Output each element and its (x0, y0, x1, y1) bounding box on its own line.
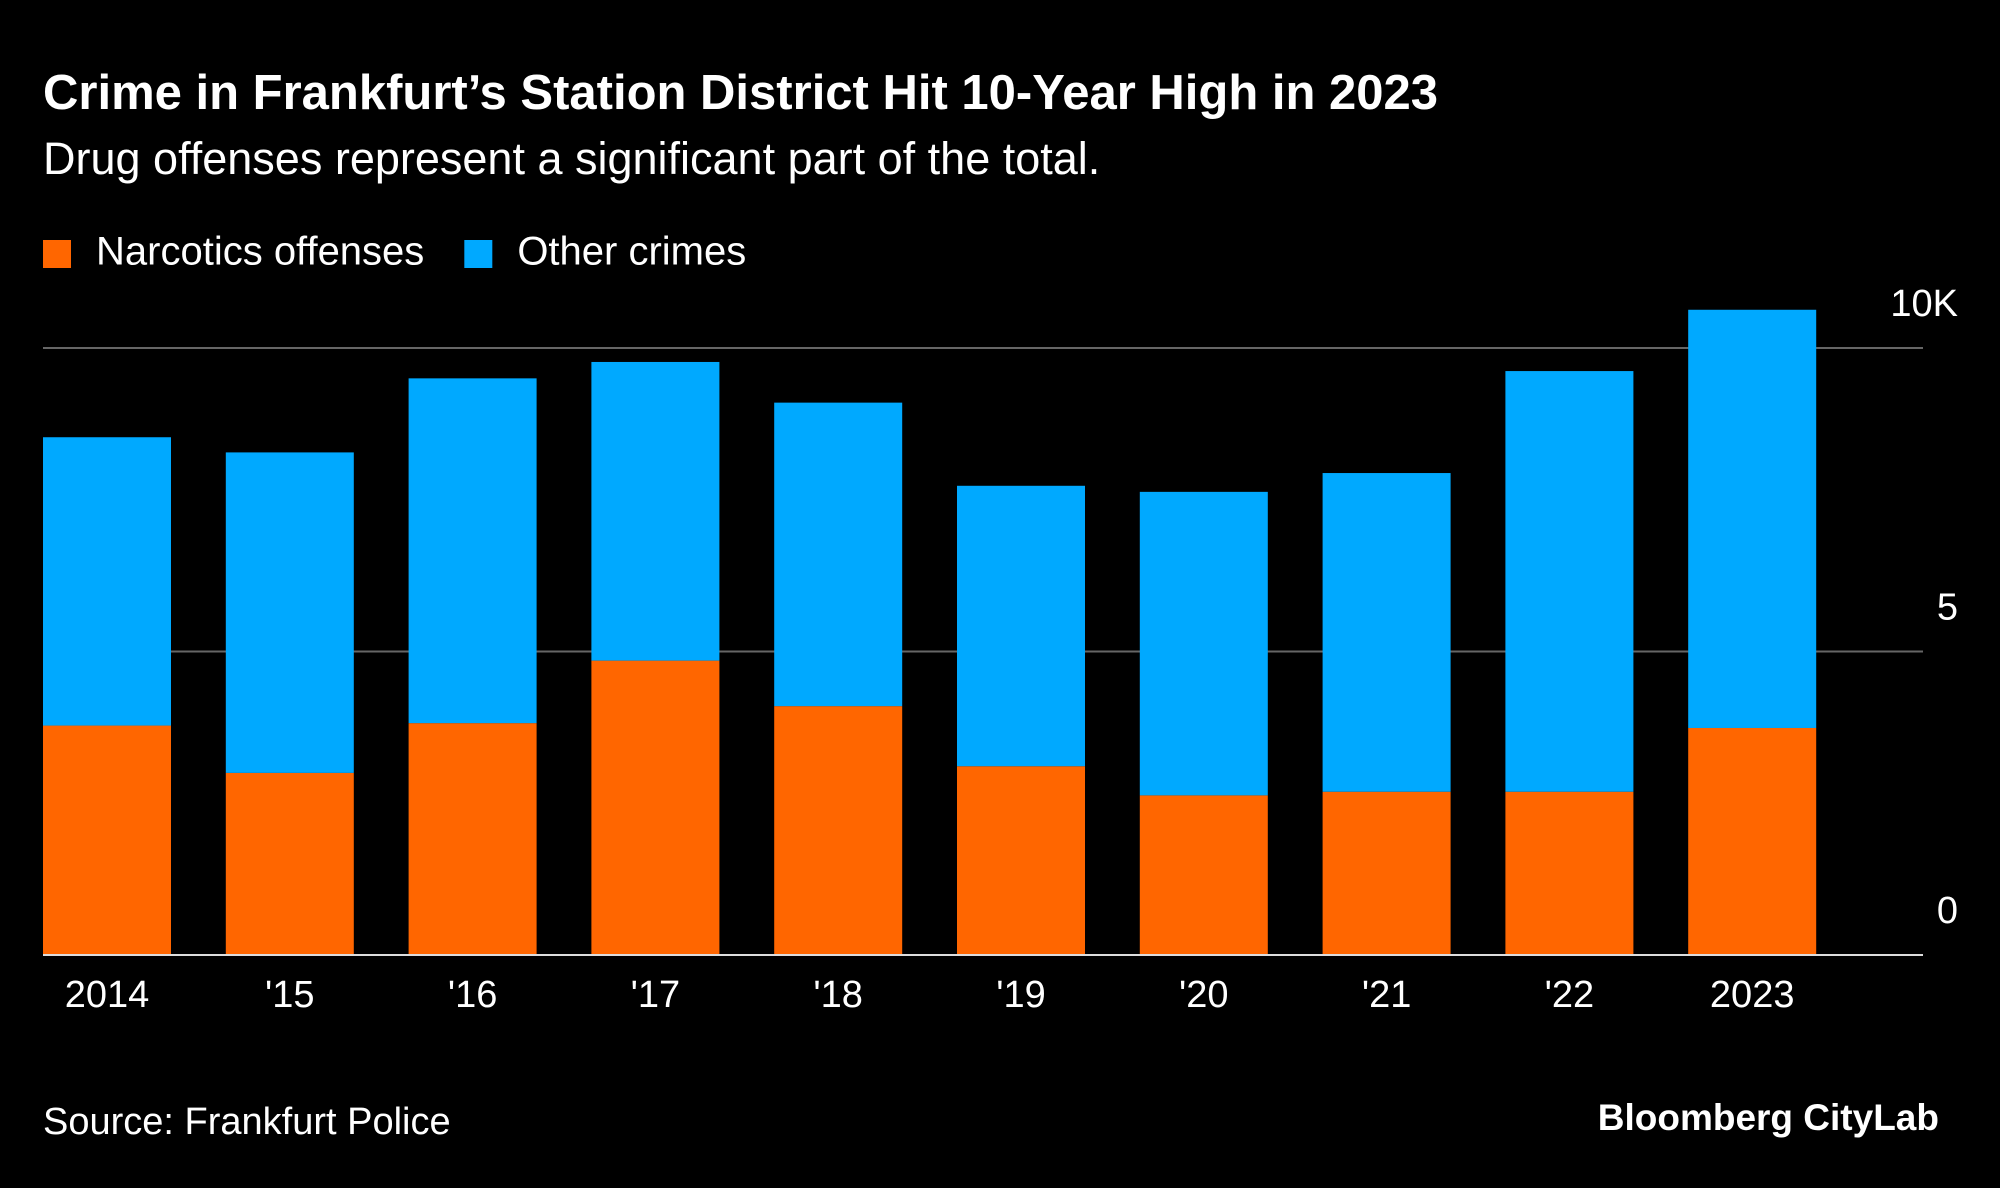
x-tick-label: '22 (1545, 974, 1595, 1016)
bar-segment (957, 485, 1085, 767)
y-tick-label: 10K (1890, 283, 1958, 325)
bar-segment (1505, 371, 1634, 792)
x-tick-label: '18 (813, 974, 863, 1016)
bar-segment (1688, 309, 1817, 728)
y-tick-label: 0 (1937, 890, 1958, 932)
x-tick-label: '17 (631, 974, 681, 1016)
bar-segment (225, 772, 354, 955)
bar-segment (408, 378, 537, 724)
bar-segment (1505, 791, 1634, 955)
bar-segment (1688, 727, 1817, 955)
x-tick-label: 2014 (65, 974, 150, 1016)
bar-segment (774, 706, 903, 955)
x-tick-label: 2023 (1710, 974, 1795, 1016)
legend-swatch (43, 240, 71, 268)
legend-label: Other crimes (517, 230, 746, 274)
brand: Bloomberg CityLab (1598, 1097, 1939, 1138)
bar-segment (1139, 491, 1268, 796)
source: Source: Frankfurt Police (43, 1101, 451, 1143)
bar-segment (408, 723, 537, 955)
bar-segment (43, 725, 171, 955)
legend-swatch (464, 240, 493, 268)
bar-segment (43, 437, 171, 726)
bar-segment (1139, 795, 1268, 955)
chart-title: Crime in Frankfurt’s Station District Hi… (43, 66, 1438, 120)
bar-segment (774, 402, 903, 707)
bar-segment (1322, 473, 1451, 792)
bar-segment (591, 361, 720, 661)
bar-segment (1322, 791, 1451, 955)
y-tick-label: 5 (1937, 587, 1958, 629)
x-tick-label: '16 (448, 974, 498, 1016)
bar-segment (591, 660, 720, 955)
x-tick-label: '21 (1362, 974, 1412, 1016)
x-tick-label: '19 (996, 974, 1046, 1016)
chart-subtitle: Drug offenses represent a significant pa… (43, 133, 1100, 184)
bar-segment (225, 452, 354, 773)
legend-label: Narcotics offenses (96, 230, 424, 274)
x-tick-label: '15 (265, 974, 315, 1016)
bar-segment (957, 766, 1085, 955)
x-tick-label: '20 (1179, 974, 1229, 1016)
